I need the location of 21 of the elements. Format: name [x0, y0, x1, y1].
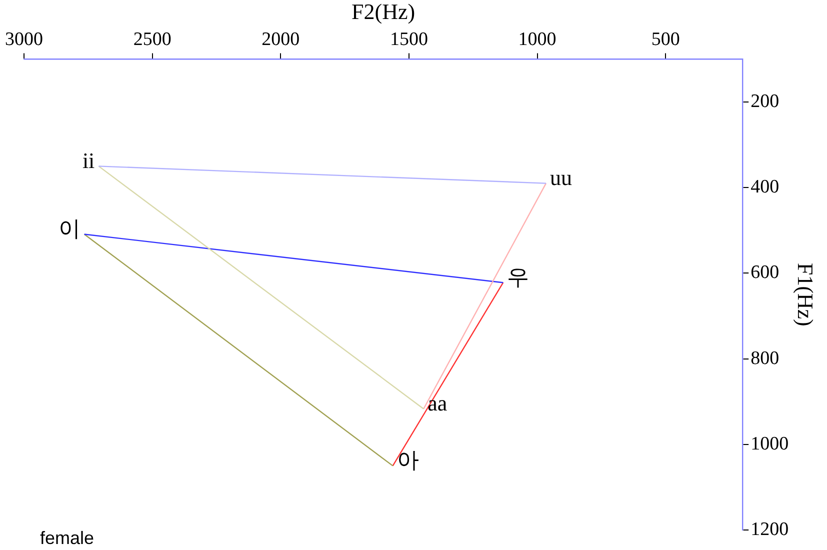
x-tick-label: 3000	[5, 28, 43, 50]
y-tick-label: 1200	[750, 518, 789, 540]
x-axis-title: F2(Hz)	[352, 0, 416, 24]
y-tick-label: 800	[750, 348, 780, 369]
y-axis-title: F1(Hz)	[793, 262, 818, 326]
annotation: ii	[82, 148, 95, 173]
annotation: uu	[550, 165, 572, 190]
annotation: aa	[428, 390, 448, 416]
x-tick-label: 1000	[518, 28, 556, 50]
y-tick-label: 400	[750, 176, 780, 198]
x-tick-label: 2500	[133, 28, 172, 50]
y-tick-label: 1000	[750, 433, 789, 454]
annotation: female	[40, 528, 94, 548]
annotation: 우	[507, 264, 530, 290]
annotation: 이	[58, 216, 80, 242]
annotation: 아	[396, 448, 419, 473]
x-tick-label: 1500	[390, 28, 428, 50]
x-tick-label: 500	[651, 28, 680, 50]
y-tick-label: 600	[750, 262, 780, 284]
y-tick-label: 200	[750, 90, 780, 112]
x-tick-label: 2000	[262, 28, 300, 50]
